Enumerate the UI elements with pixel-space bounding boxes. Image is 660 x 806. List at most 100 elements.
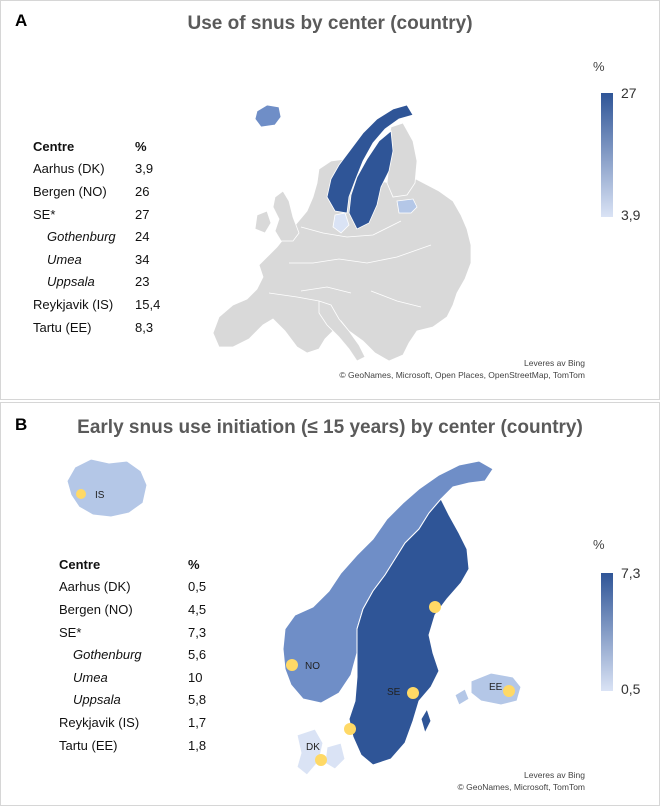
row-centre: SE* — [59, 624, 82, 640]
marker-aarhus — [315, 754, 327, 766]
credit-provider: Leveres av Bing — [524, 358, 585, 368]
marker-bergen — [286, 659, 298, 671]
iceland — [254, 104, 282, 128]
ireland — [254, 210, 272, 234]
legend-color-scale — [601, 93, 613, 217]
table-row: SE* 27 — [33, 203, 160, 226]
table-row: Tartu (EE) 1,8 — [59, 734, 206, 757]
table-row: Tartu (EE) 8,3 — [33, 316, 160, 339]
panel-b-title: Early snus use initiation (≤ 15 years) b… — [77, 417, 583, 438]
country-borders — [268, 220, 432, 308]
estonia — [396, 198, 418, 214]
table-row: Umea 34 — [33, 248, 160, 271]
europe-map — [212, 104, 472, 362]
italy — [318, 300, 366, 362]
panel-a-title: Use of snus by center (country) — [187, 13, 473, 34]
marker-tartu — [503, 685, 515, 697]
row-value: 0,5 — [188, 579, 207, 595]
panel-a: A Use of snus by center (country) Centre… — [0, 0, 660, 400]
row-centre: Uppsala — [73, 692, 121, 708]
table-row: Bergen (NO) 4,5 — [59, 598, 206, 621]
row-centre: Uppsala — [47, 274, 95, 290]
label-sweden: SE — [387, 687, 401, 698]
row-centre: SE* — [33, 206, 56, 222]
header-percent: % — [188, 556, 200, 572]
row-value: 7,3 — [188, 624, 207, 640]
row-centre: Umea — [47, 251, 82, 267]
row-centre: Tartu (EE) — [59, 737, 118, 753]
credit-sources: © GeoNames, Microsoft, TomTom — [457, 782, 586, 792]
denmark — [332, 212, 350, 234]
table-row: Bergen (NO) 26 — [33, 180, 160, 203]
row-value: 27 — [135, 206, 150, 222]
label-denmark: DK — [306, 742, 320, 753]
table-row: Reykjavik (IS) 15,4 — [33, 293, 160, 316]
row-centre: Aarhus (DK) — [33, 161, 105, 177]
sweden — [348, 130, 394, 230]
row-centre: Reykjavik (IS) — [59, 714, 140, 730]
marker-umea — [429, 601, 441, 613]
norway — [282, 460, 494, 704]
table-row: SE* 7,3 — [59, 621, 206, 644]
header-centre: Centre — [33, 138, 75, 154]
legend-unit: % — [593, 537, 605, 552]
norway — [326, 104, 414, 214]
row-centre: Bergen (NO) — [33, 183, 107, 199]
row-value: 4,5 — [188, 601, 207, 617]
table-header: Centre % — [33, 135, 160, 158]
credit-sources: © GeoNames, Microsoft, Open Places, Open… — [339, 370, 585, 380]
row-value: 1,7 — [188, 714, 207, 730]
row-value: 10 — [188, 669, 203, 685]
row-value: 15,4 — [135, 296, 161, 312]
row-centre: Umea — [73, 669, 108, 685]
legend-color-scale — [601, 573, 613, 691]
table-row: Gothenburg 5,6 — [59, 643, 206, 666]
row-value: 26 — [135, 183, 150, 199]
header-centre: Centre — [59, 556, 101, 572]
row-value: 1,8 — [188, 737, 207, 753]
panel-b: IS NO SE EE DK B Early snus use initiati… — [0, 402, 660, 806]
zealand — [324, 742, 346, 770]
marker-uppsala — [407, 687, 419, 699]
panel-a-letter: A — [15, 11, 28, 30]
table-row: Umea 10 — [59, 666, 206, 689]
marker-gothenburg — [344, 723, 356, 735]
legend-max: 7,3 — [621, 565, 641, 581]
row-centre: Reykjavik (IS) — [33, 296, 114, 312]
panel-b-table: Centre % Aarhus (DK) 0,5 Bergen (NO) 4,5 S… — [59, 553, 206, 756]
iceland — [66, 458, 148, 518]
row-centre: Gothenburg — [73, 647, 142, 663]
table-row: Gothenburg 24 — [33, 225, 160, 248]
gotland — [420, 707, 432, 735]
row-value: 23 — [135, 274, 150, 290]
legend-unit: % — [593, 59, 605, 74]
label-estonia: EE — [489, 682, 503, 693]
table-row: Aarhus (DK) 3,9 — [33, 158, 160, 181]
row-value: 8,3 — [135, 319, 154, 335]
table-row: Aarhus (DK) 0,5 — [59, 576, 206, 599]
row-centre: Bergen (NO) — [59, 601, 133, 617]
row-value: 3,9 — [135, 161, 154, 177]
map-credit: Leveres av Bing © GeoNames, Microsoft, T… — [458, 769, 586, 793]
table-row: Uppsala 5,8 — [59, 689, 206, 712]
row-value: 5,6 — [188, 647, 207, 663]
row-centre: Gothenburg — [47, 229, 116, 245]
row-value: 5,8 — [188, 692, 207, 708]
table-row: Uppsala 23 — [33, 271, 160, 294]
row-value: 34 — [135, 251, 150, 267]
legend-max: 27 — [621, 85, 637, 101]
credit-provider: Leveres av Bing — [524, 770, 585, 780]
legend-min: 3,9 — [621, 207, 641, 223]
sweden — [348, 498, 470, 766]
row-centre: Aarhus (DK) — [59, 579, 131, 595]
legend-min: 0,5 — [621, 681, 641, 697]
row-centre: Tartu (EE) — [33, 319, 92, 335]
panel-b-letter: B — [15, 415, 28, 434]
great-britain — [272, 190, 300, 242]
nordic-map: IS NO SE EE DK — [66, 458, 522, 776]
saaremaa — [454, 688, 470, 706]
table-row: Reykjavik (IS) 1,7 — [59, 711, 206, 734]
table-header: Centre % — [59, 553, 206, 576]
marker-reykjavik — [76, 489, 86, 499]
map-credit: Leveres av Bing © GeoNames, Microsoft, O… — [339, 357, 585, 381]
